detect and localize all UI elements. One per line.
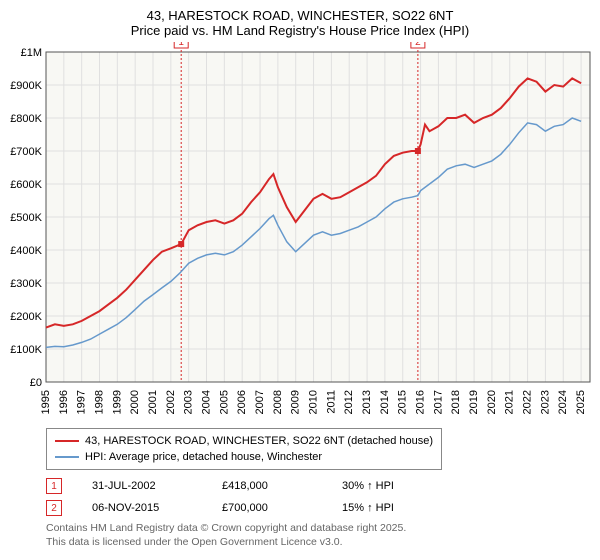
svg-text:£200K: £200K (10, 311, 42, 323)
svg-text:2001: 2001 (147, 390, 159, 414)
svg-text:£100K: £100K (10, 344, 42, 356)
footer-line1: Contains HM Land Registry data © Crown c… (46, 522, 600, 536)
svg-text:£900K: £900K (10, 80, 42, 92)
svg-text:1998: 1998 (94, 390, 106, 414)
svg-text:2013: 2013 (361, 390, 373, 414)
legend-swatch-blue (55, 456, 79, 458)
svg-text:2006: 2006 (236, 390, 248, 414)
svg-text:2005: 2005 (218, 390, 230, 414)
annotation-row: 1 31-JUL-2002 £418,000 30% ↑ HPI (46, 478, 600, 494)
svg-text:£400K: £400K (10, 245, 42, 257)
svg-text:2004: 2004 (201, 390, 213, 414)
svg-text:2021: 2021 (504, 390, 516, 414)
svg-text:£600K: £600K (10, 179, 42, 191)
annotation-marker-2: 2 (46, 500, 62, 516)
svg-text:2: 2 (415, 42, 421, 48)
svg-text:2024: 2024 (557, 390, 569, 414)
legend-label: HPI: Average price, detached house, Winc… (85, 449, 322, 465)
svg-text:2003: 2003 (183, 390, 195, 414)
annotation-pct: 30% ↑ HPI (342, 480, 394, 492)
svg-text:2015: 2015 (397, 390, 409, 414)
svg-text:2020: 2020 (486, 390, 498, 414)
svg-text:2025: 2025 (575, 390, 587, 414)
annotation-table: 1 31-JUL-2002 £418,000 30% ↑ HPI 2 06-NO… (46, 478, 600, 516)
footer-line2: This data is licensed under the Open Gov… (46, 536, 600, 550)
svg-text:£300K: £300K (10, 278, 42, 290)
legend-label: 43, HARESTOCK ROAD, WINCHESTER, SO22 6NT… (85, 433, 433, 449)
legend-swatch-red (55, 440, 79, 442)
svg-text:2011: 2011 (325, 390, 337, 414)
svg-text:2017: 2017 (432, 390, 444, 414)
svg-text:2000: 2000 (129, 390, 141, 414)
svg-text:2022: 2022 (522, 390, 534, 414)
svg-text:1997: 1997 (76, 390, 88, 414)
annotation-row: 2 06-NOV-2015 £700,000 15% ↑ HPI (46, 500, 600, 516)
svg-text:2019: 2019 (468, 390, 480, 414)
chart-container: 43, HARESTOCK ROAD, WINCHESTER, SO22 6NT… (0, 0, 600, 549)
footer: Contains HM Land Registry data © Crown c… (46, 522, 600, 549)
svg-text:2014: 2014 (379, 390, 391, 414)
svg-text:2023: 2023 (539, 390, 551, 414)
svg-text:2010: 2010 (308, 390, 320, 414)
legend-item: 43, HARESTOCK ROAD, WINCHESTER, SO22 6NT… (55, 433, 433, 449)
svg-text:£700K: £700K (10, 146, 42, 158)
chart-svg: £0 £100K £200K £300K £400K £500K £600K £700K £80… (0, 42, 600, 422)
svg-text:2018: 2018 (450, 390, 462, 414)
svg-text:1996: 1996 (58, 390, 70, 414)
svg-text:2016: 2016 (415, 390, 427, 414)
annotation-price: £418,000 (222, 480, 342, 492)
svg-text:£0: £0 (30, 377, 42, 389)
title-address: 43, HARESTOCK ROAD, WINCHESTER, SO22 6NT (0, 8, 600, 23)
svg-text:£800K: £800K (10, 113, 42, 125)
chart-area: £0 £100K £200K £300K £400K £500K £600K £700K £80… (0, 42, 600, 422)
legend: 43, HARESTOCK ROAD, WINCHESTER, SO22 6NT… (46, 428, 442, 470)
annotation-pct: 15% ↑ HPI (342, 502, 394, 514)
annotation-marker-1: 1 (46, 478, 62, 494)
svg-text:£1M: £1M (21, 47, 42, 59)
svg-text:2007: 2007 (254, 390, 266, 414)
title-subtitle: Price paid vs. HM Land Registry's House … (0, 23, 600, 38)
title-block: 43, HARESTOCK ROAD, WINCHESTER, SO22 6NT… (0, 0, 600, 42)
svg-text:1999: 1999 (111, 390, 123, 414)
svg-text:2009: 2009 (290, 390, 302, 414)
svg-text:1: 1 (178, 42, 184, 48)
annotation-price: £700,000 (222, 502, 342, 514)
annotation-date: 31-JUL-2002 (92, 480, 222, 492)
svg-text:2002: 2002 (165, 390, 177, 414)
svg-text:£500K: £500K (10, 212, 42, 224)
svg-text:2012: 2012 (343, 390, 355, 414)
svg-text:2008: 2008 (272, 390, 284, 414)
svg-text:1995: 1995 (40, 390, 52, 414)
annotation-date: 06-NOV-2015 (92, 502, 222, 514)
legend-item: HPI: Average price, detached house, Winc… (55, 449, 433, 465)
